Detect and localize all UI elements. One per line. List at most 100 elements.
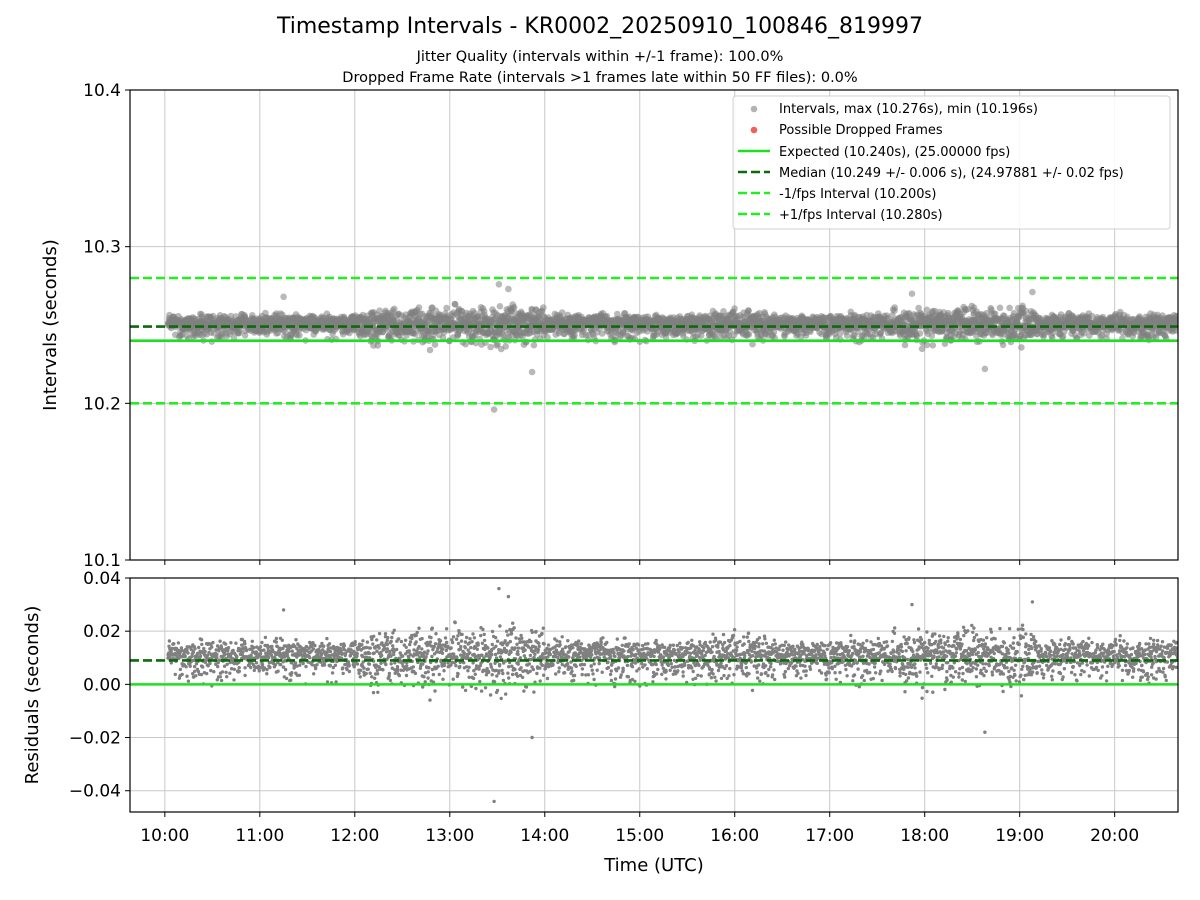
- residual-point: [243, 673, 247, 678]
- residual-point: [383, 632, 388, 636]
- interval-point: [528, 368, 536, 376]
- jitter-quality-subtitle: Jitter Quality (intervals within +/-1 fr…: [416, 49, 784, 65]
- residual-point: [185, 648, 189, 652]
- residual-point: [353, 640, 357, 644]
- residual-point: [210, 645, 214, 649]
- interval-point: [544, 333, 551, 341]
- interval-point: [415, 304, 423, 311]
- interval-point: [999, 341, 1007, 349]
- interval-point: [916, 330, 924, 337]
- residual-point: [215, 678, 219, 682]
- residual-point: [397, 637, 401, 641]
- y-tick-label: 10.1: [83, 551, 121, 571]
- residual-point: [466, 669, 470, 673]
- residual-point: [456, 634, 460, 638]
- residual-point: [463, 646, 467, 650]
- interval-point: [451, 301, 459, 308]
- residual-point: [313, 643, 317, 648]
- interval-point: [843, 332, 851, 339]
- residual-point: [341, 666, 345, 670]
- interval-point: [487, 343, 494, 351]
- residual-point: [265, 672, 269, 676]
- chart-title: Timestamp Intervals - KR0002_20250910_10…: [276, 14, 924, 39]
- residual-point: [333, 663, 338, 667]
- residual-point: [188, 664, 192, 668]
- residual-point: [223, 652, 227, 656]
- residual-point: [172, 642, 176, 646]
- residual-point: [283, 667, 288, 672]
- residual-point: [183, 654, 187, 658]
- residual-point: [258, 652, 263, 656]
- residual-point: [392, 652, 396, 657]
- residual-point: [415, 630, 419, 635]
- residual-point: [389, 662, 393, 666]
- residual-point: [211, 640, 215, 645]
- residual-point: [404, 645, 408, 649]
- residual-point: [436, 664, 440, 668]
- residual-point: [289, 678, 293, 682]
- interval-point: [1029, 288, 1036, 296]
- interval-point: [510, 304, 518, 311]
- legend-label-intervals: Intervals, max (10.276s), min (10.196s): [779, 102, 1038, 117]
- residual-point: [235, 655, 239, 659]
- y-tick-label: 10.2: [83, 394, 121, 414]
- residual-point: [173, 672, 177, 677]
- residual-point: [433, 642, 438, 646]
- residual-point: [375, 668, 379, 673]
- residual-point: [442, 661, 447, 665]
- residual-point: [454, 664, 458, 668]
- residual-point: [408, 640, 413, 644]
- interval-point: [908, 290, 916, 298]
- residual-point: [237, 666, 241, 670]
- residual-point: [456, 672, 460, 676]
- residual-point: [366, 667, 370, 671]
- legend-entry-median: Median (10.249 +/- 0.006 s), (24.97881 +…: [738, 166, 1124, 181]
- residual-point: [442, 669, 446, 673]
- residual-point: [403, 638, 408, 642]
- residual-point: [241, 650, 245, 654]
- residual-point: [384, 650, 389, 654]
- residual-point: [361, 639, 365, 643]
- residual-point: [260, 640, 264, 645]
- residual-point: [370, 675, 374, 679]
- residual-point: [209, 668, 213, 673]
- residual-point: [471, 632, 475, 636]
- residual-point: [234, 641, 238, 645]
- residual-point: [186, 651, 190, 655]
- residual-point: [381, 668, 385, 672]
- residual-point: [218, 675, 222, 679]
- residual-point: [290, 671, 294, 675]
- legend-label-dropped: Possible Dropped Frames: [779, 123, 943, 138]
- interval-point: [502, 343, 510, 350]
- residual-point: [480, 641, 485, 645]
- residual-point: [205, 671, 209, 676]
- y-tick-label: 10.3: [83, 238, 121, 258]
- residual-point: [265, 667, 269, 672]
- residual-point: [178, 667, 183, 672]
- residual-point: [232, 667, 236, 671]
- intervals-panel: 10.110.210.310.4 Intervals (seconds) Int…: [40, 81, 1179, 571]
- interval-point: [495, 281, 503, 288]
- residual-point: [328, 649, 333, 654]
- interval-point: [296, 332, 303, 339]
- residual-point: [441, 677, 445, 681]
- residual-point: [252, 646, 256, 650]
- residual-point: [410, 636, 414, 641]
- residual-point: [407, 649, 411, 653]
- residual-point: [322, 663, 327, 667]
- residual-point: [215, 655, 219, 659]
- residual-point: [424, 655, 428, 659]
- interval-point: [412, 330, 419, 338]
- residual-point: [456, 641, 461, 646]
- residual-point: [249, 665, 253, 670]
- residual-point: [301, 661, 305, 666]
- residual-point: [460, 632, 464, 637]
- residual-point: [474, 686, 478, 691]
- residual-point: [459, 639, 464, 643]
- residual-point: [414, 633, 418, 638]
- residual-point: [463, 640, 468, 644]
- residual-point: [311, 647, 316, 651]
- legend-label-expected: Expected (10.240s), (25.00000 fps): [779, 145, 1010, 160]
- residual-point: [220, 670, 225, 674]
